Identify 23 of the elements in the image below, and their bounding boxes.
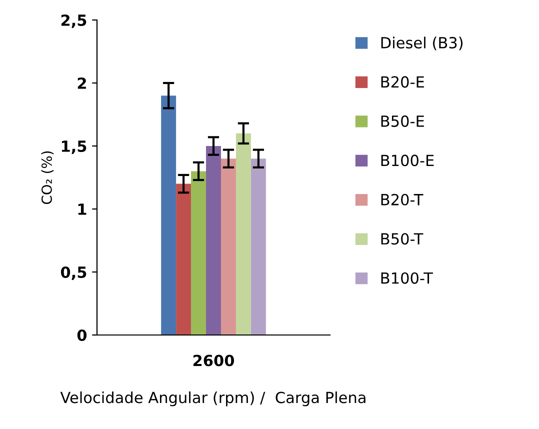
legend-label: B20-E — [381, 76, 424, 88]
y-tick-label: 0 — [77, 329, 87, 342]
bar — [206, 146, 221, 335]
legend-label: B50-E — [381, 115, 424, 127]
y-tick-label: 1,5 — [62, 140, 86, 154]
legend-label: B50-T — [381, 233, 424, 245]
bar — [161, 96, 176, 335]
y-tick-label: 0,5 — [60, 266, 86, 280]
bar — [236, 133, 251, 335]
y-tick-label: 2 — [78, 77, 86, 89]
y-tick-label: 2,5 — [61, 14, 86, 28]
x-tick-label: 2600 — [193, 354, 234, 366]
bar — [220, 158, 236, 335]
bar — [250, 158, 266, 335]
legend-label: B100-T — [381, 272, 433, 284]
y-tick-label: 1 — [78, 204, 86, 215]
legend-label: Diesel (B3) — [381, 36, 463, 50]
x-axis-title: Velocidade Angular (rpm) / Carga Plena — [60, 391, 366, 406]
bar — [176, 184, 192, 335]
legend-label: B20-T — [381, 194, 424, 206]
bar — [191, 171, 206, 335]
legend-label: B100-E — [381, 154, 434, 166]
y-axis-title: CO₂ (%) — [41, 151, 54, 204]
